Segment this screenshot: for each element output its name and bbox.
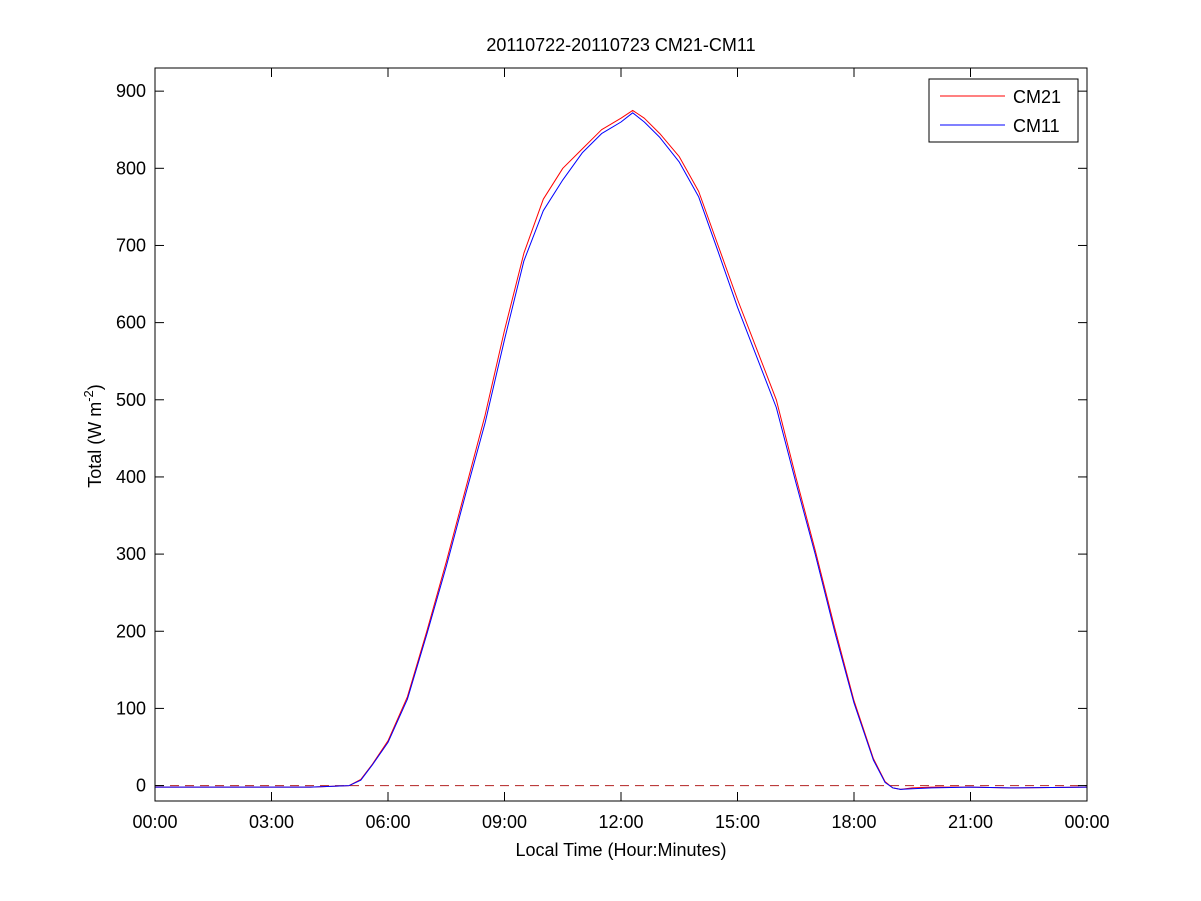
x-tick-label: 00:00 xyxy=(132,812,177,832)
y-tick-label: 100 xyxy=(116,698,146,718)
legend-box xyxy=(928,78,1079,143)
legend: CM21 CM11 xyxy=(928,78,1079,143)
y-tick-label: 200 xyxy=(116,621,146,641)
y-tick-label: 300 xyxy=(116,544,146,564)
legend-label-cm11: CM11 xyxy=(1013,116,1060,136)
y-tick-label: 800 xyxy=(116,158,146,178)
y-axis-label-main: Total (W m xyxy=(85,402,105,488)
chart-title: 20110722-20110723 CM21-CM11 xyxy=(486,35,755,55)
y-tick-label: 900 xyxy=(116,81,146,101)
x-tick-label: 12:00 xyxy=(598,812,643,832)
y-axis-label-superscript: -2 xyxy=(81,390,96,402)
x-tick-label: 06:00 xyxy=(365,812,410,832)
y-axis-label-close: ) xyxy=(85,384,105,390)
series-line-cm11 xyxy=(155,112,1088,790)
x-tick-label: 21:00 xyxy=(948,812,993,832)
y-tick-label: 0 xyxy=(136,776,146,796)
x-tick-label: 18:00 xyxy=(831,812,876,832)
x-tick-label: 15:00 xyxy=(715,812,760,832)
x-tick-label: 03:00 xyxy=(249,812,294,832)
x-axis-label: Local Time (Hour:Minutes) xyxy=(515,840,726,860)
plot-area xyxy=(155,68,1087,801)
legend-label-cm21: CM21 xyxy=(1013,87,1061,107)
y-axis-label: Total (W m-2) xyxy=(81,384,105,488)
x-tick-label: 09:00 xyxy=(482,812,527,832)
y-tick-label: 700 xyxy=(116,235,146,255)
y-tick-label: 500 xyxy=(116,390,146,410)
x-tick-label: 00:00 xyxy=(1064,812,1109,832)
y-tick-label: 600 xyxy=(116,313,146,333)
y-tick-label: 400 xyxy=(116,467,146,487)
